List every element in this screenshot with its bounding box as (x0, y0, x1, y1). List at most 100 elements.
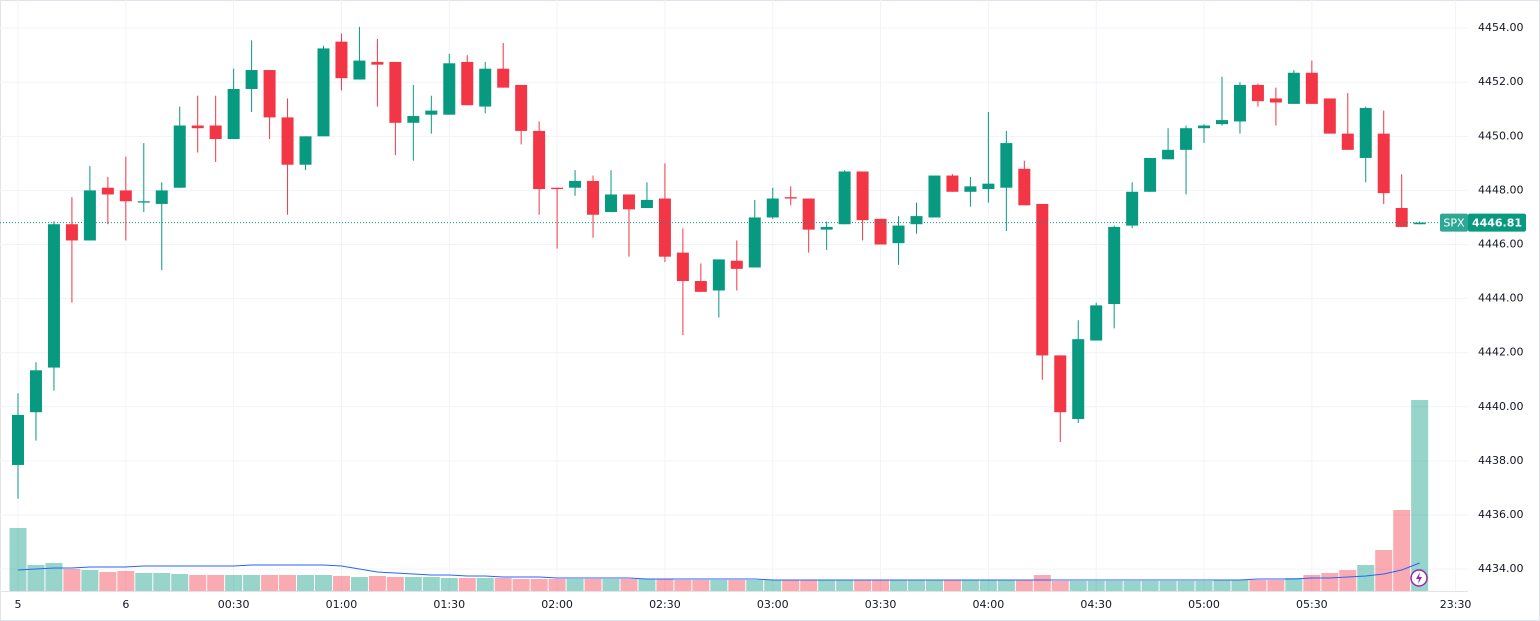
volume-bar (548, 579, 566, 591)
candle-body (622, 194, 635, 210)
candle-body (712, 259, 725, 291)
volume-bar (1249, 580, 1267, 591)
candle-body (173, 125, 186, 188)
volume-bar (1069, 581, 1087, 591)
candle-body (1359, 107, 1372, 158)
candle-body (533, 130, 546, 190)
volume-bar (512, 579, 530, 591)
candle-body (317, 48, 330, 137)
candle-body (605, 194, 618, 213)
volume-bar (620, 579, 638, 591)
x-tick-label: 23:30 (1440, 598, 1472, 611)
candle-body (371, 61, 384, 65)
volume-bar (243, 575, 261, 591)
candle-body (137, 201, 150, 203)
volume-bar (1033, 575, 1051, 591)
candle-body (281, 117, 294, 165)
candle-body (443, 63, 456, 115)
candle-body (1395, 207, 1408, 227)
x-tick-label: 5 (15, 598, 22, 611)
x-tick-label: 05:30 (1296, 598, 1328, 611)
candle-body (191, 125, 204, 129)
volume-bar (961, 580, 979, 591)
y-tick-label: 4454.00 (1478, 21, 1524, 34)
volume-bar (1087, 581, 1105, 591)
candle-body (515, 84, 528, 131)
x-tick-label: 05:00 (1188, 598, 1220, 611)
candle-body (83, 190, 96, 241)
volume-bar (189, 575, 207, 591)
candle-body (479, 68, 492, 107)
y-tick-label: 4448.00 (1478, 183, 1524, 196)
volume-bar (584, 579, 602, 591)
volume-bar (764, 580, 782, 591)
y-tick-label: 4450.00 (1478, 129, 1524, 142)
candle-body (425, 110, 438, 115)
volume-bar (1195, 581, 1213, 591)
candle-body (587, 180, 600, 215)
volume-ma-line (17, 562, 1420, 581)
candle-body (1018, 168, 1031, 206)
candle-body (1413, 222, 1426, 225)
candle-body (658, 198, 671, 257)
candle-body (982, 183, 995, 190)
candle-body (497, 68, 510, 88)
volume-bar (836, 580, 854, 591)
candle-body (766, 198, 779, 218)
volume-bar (1177, 581, 1195, 591)
volume-bar (1357, 565, 1375, 591)
candle-body (910, 216, 923, 225)
y-tick-label: 4442.00 (1478, 346, 1524, 359)
candle-body (569, 180, 582, 188)
candle-body (119, 190, 132, 202)
volume-bar (279, 575, 297, 591)
candle-body (694, 281, 707, 292)
x-tick-label: 00:30 (218, 598, 250, 611)
x-tick-label: 01:00 (326, 598, 358, 611)
candle-body (1126, 191, 1139, 226)
volume-bar (566, 579, 584, 591)
volume-bar (710, 580, 728, 591)
candle-body (227, 88, 240, 140)
volume-bar (1231, 580, 1249, 591)
volume-bar (27, 565, 45, 591)
candle-body (245, 70, 258, 89)
volume-bar (1015, 580, 1033, 591)
candle-body (1251, 84, 1264, 102)
volume-bar (1159, 581, 1177, 591)
candle-body (1198, 125, 1211, 129)
y-tick-label: 4452.00 (1478, 75, 1524, 88)
y-tick-label: 4446.00 (1478, 238, 1524, 251)
volume-bar (1339, 570, 1357, 591)
price-tag-symbol: SPX (1443, 217, 1465, 230)
candle-body (101, 187, 114, 195)
candle-body (856, 171, 869, 221)
volume-bar (530, 579, 548, 591)
y-tick-label: 4438.00 (1478, 454, 1524, 467)
candle-body (802, 198, 815, 230)
candle-body (784, 197, 797, 199)
volume-bar (638, 579, 656, 591)
alert-icon-bolt (1416, 572, 1422, 584)
candle-body (209, 125, 222, 140)
volume-bar (494, 578, 512, 591)
candle-body (353, 60, 366, 80)
candle-body (676, 252, 689, 282)
volume-bar (1285, 578, 1303, 591)
volume-bar (997, 580, 1015, 591)
volume-bar (1213, 580, 1231, 591)
y-tick-label: 4436.00 (1478, 508, 1524, 521)
volume-bar (925, 580, 943, 591)
candle-body (12, 414, 24, 465)
x-tick-label: 02:30 (649, 598, 681, 611)
volume-bar (386, 577, 404, 591)
volume-bar (908, 580, 925, 591)
volume-bar (81, 570, 99, 591)
candle-body (1036, 203, 1049, 356)
x-tick-label: 03:00 (757, 598, 789, 611)
volume-bar (1303, 575, 1321, 591)
volume-bar (261, 575, 279, 591)
volume-bar (1051, 581, 1069, 591)
volume-bar (207, 575, 225, 591)
